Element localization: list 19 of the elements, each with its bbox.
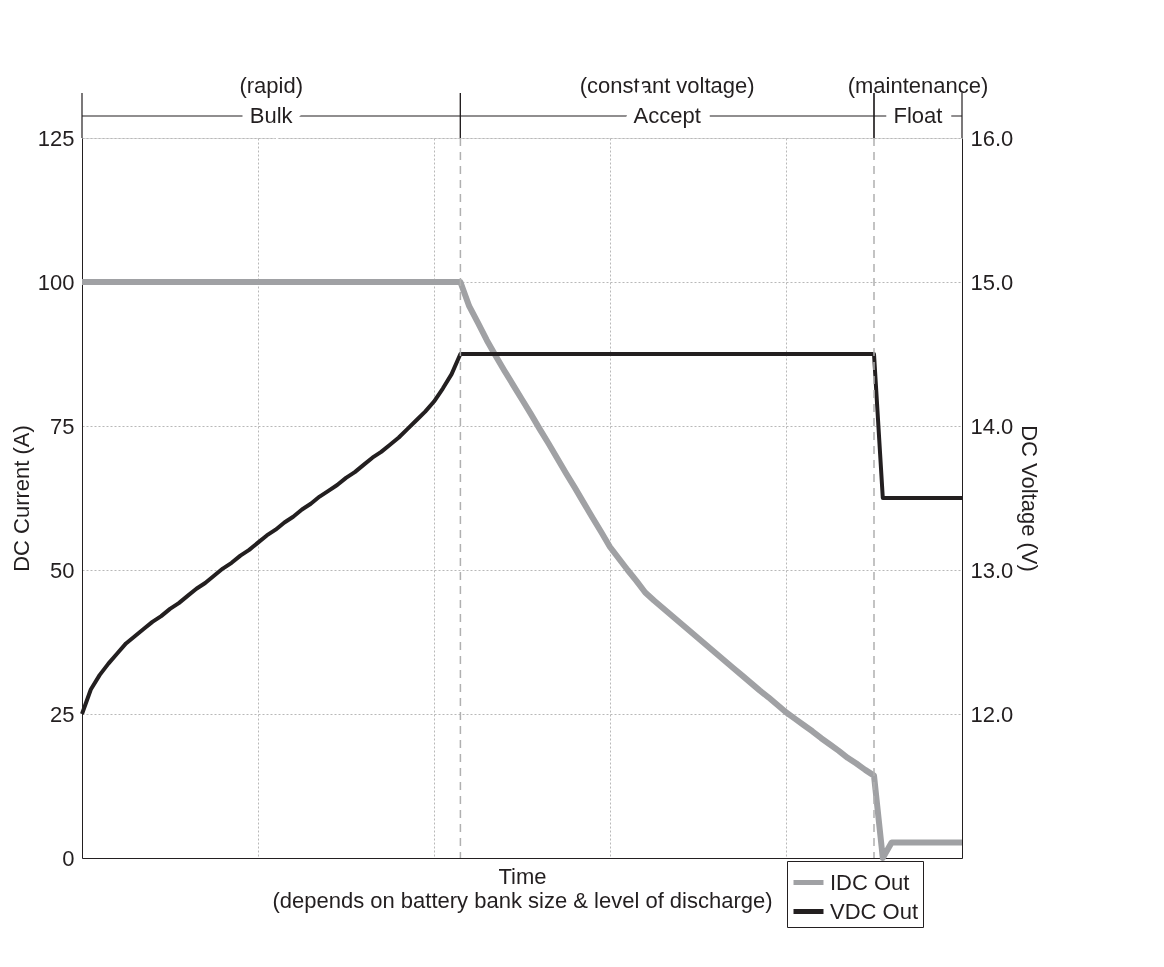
y-tick-label: 0 [62, 845, 75, 871]
text: (constant voltage) Accept [579, 73, 755, 128]
y-tick-label: 100 [37, 269, 75, 295]
legend-label: IDC Out [830, 869, 910, 895]
y2-axis-title: DC Voltage (V) [1017, 425, 1043, 572]
y-tick-label: 125 [37, 125, 75, 151]
y2-tick-label: 13.0 [970, 557, 1014, 583]
y-tick-label: 50 [50, 557, 75, 583]
y2-tick-label: 12.0 [970, 701, 1014, 727]
y-tick-label: 75 [50, 413, 75, 439]
y-tick-label: 25 [50, 701, 75, 727]
legend-label: VDC Out [830, 898, 919, 924]
y2-tick-label: 15.0 [970, 269, 1014, 295]
y2-tick-label: 14.0 [970, 413, 1014, 439]
text: (rapid) Bulk [239, 73, 303, 128]
x-axis-title: Time (depends on battery bank size & level of discharge) [272, 863, 773, 913]
y2-tick-label: 16.0 [970, 125, 1014, 151]
y-axis-title: DC Current (A) [8, 425, 34, 572]
text: (maintenance) Float [847, 73, 989, 128]
